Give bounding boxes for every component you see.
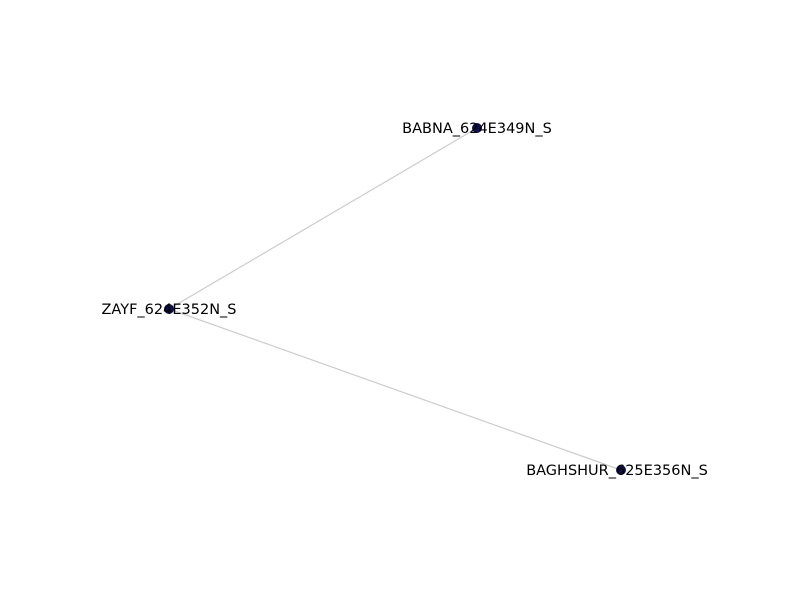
edge-zayf-babna — [168, 127, 478, 310]
node-label-zayf: ZAYF_624E352N_S — [102, 302, 237, 318]
node-zayf[interactable] — [164, 304, 174, 314]
node-layer — [164, 123, 626, 475]
edge-layer — [168, 127, 622, 471]
node-label-babna: BABNA_624E349N_S — [402, 121, 552, 137]
edge-zayf-baghshur — [168, 308, 622, 471]
label-layer: ZAYF_624E352N_S BABNA_624E349N_S BAGHSHU… — [102, 121, 708, 479]
node-label-baghshur: BAGHSHUR_625E356N_S — [526, 463, 708, 479]
node-babna[interactable] — [472, 123, 482, 133]
graph-plot-area: ZAYF_624E352N_S BABNA_624E349N_S BAGHSHU… — [102, 121, 708, 479]
node-baghshur[interactable] — [616, 465, 626, 475]
